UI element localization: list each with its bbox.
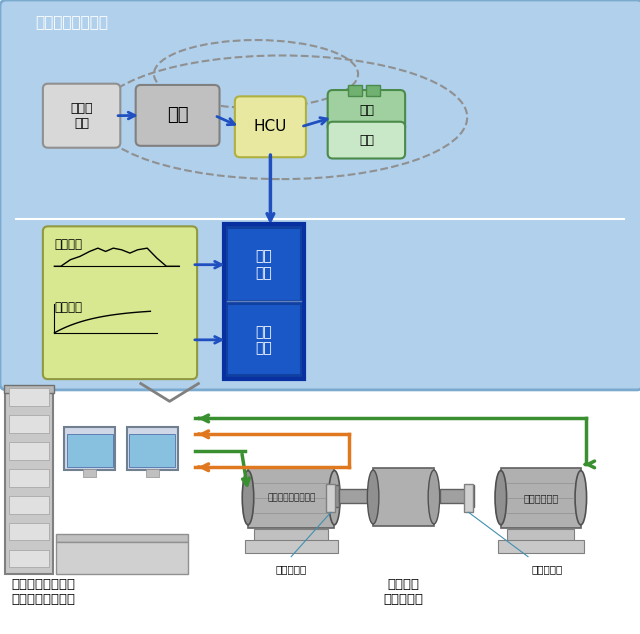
- Text: 电池: 电池: [359, 105, 374, 117]
- Ellipse shape: [575, 470, 586, 525]
- FancyBboxPatch shape: [235, 96, 306, 157]
- Text: 模型: 模型: [359, 134, 374, 146]
- Bar: [83, 469, 96, 477]
- Bar: [348, 85, 362, 96]
- FancyBboxPatch shape: [43, 84, 120, 148]
- Ellipse shape: [329, 470, 340, 525]
- Bar: [500, 468, 581, 527]
- FancyBboxPatch shape: [136, 85, 220, 146]
- Ellipse shape: [495, 470, 507, 525]
- Bar: [339, 489, 368, 503]
- Ellipse shape: [243, 470, 253, 525]
- Bar: [332, 485, 339, 507]
- Bar: [9, 496, 49, 514]
- Text: 发动机
模型: 发动机 模型: [70, 101, 93, 130]
- Bar: [507, 529, 575, 541]
- Bar: [56, 534, 188, 542]
- Bar: [227, 304, 301, 375]
- Text: 电机: 电机: [167, 107, 188, 124]
- Bar: [67, 434, 113, 467]
- Bar: [498, 540, 584, 553]
- Text: 行驶模式: 行驶模式: [54, 238, 83, 250]
- Bar: [366, 85, 380, 96]
- Bar: [5, 393, 53, 574]
- Text: HCU: HCU: [253, 119, 287, 134]
- Bar: [64, 427, 115, 470]
- Bar: [129, 434, 175, 467]
- Bar: [9, 550, 49, 567]
- Bar: [440, 489, 466, 503]
- Text: 扭矩传感器: 扭矩传感器: [276, 564, 307, 574]
- Text: 车辆
模型: 车辆 模型: [255, 250, 273, 280]
- FancyBboxPatch shape: [328, 90, 405, 132]
- FancyBboxPatch shape: [328, 122, 405, 158]
- Text: 扭矩传感器: 扭矩传感器: [531, 564, 563, 574]
- Bar: [227, 228, 301, 301]
- Bar: [9, 469, 49, 487]
- Bar: [255, 529, 328, 541]
- Bar: [326, 484, 335, 512]
- FancyBboxPatch shape: [43, 226, 197, 379]
- Text: 虚拟电动车辆模型: 虚拟电动车辆模型: [35, 15, 108, 30]
- Bar: [9, 415, 49, 432]
- Ellipse shape: [428, 470, 440, 524]
- Bar: [9, 442, 49, 460]
- Bar: [373, 468, 434, 526]
- Bar: [56, 542, 188, 574]
- Text: 驱动
模型: 驱动 模型: [255, 325, 273, 355]
- Text: 被测电机
与动力系统: 被测电机 与动力系统: [383, 578, 423, 606]
- Bar: [9, 388, 49, 406]
- Bar: [248, 468, 334, 527]
- Text: 低惯性（发电）电机: 低惯性（发电）电机: [267, 493, 316, 502]
- Bar: [4, 385, 54, 393]
- Bar: [464, 484, 473, 512]
- Bar: [127, 427, 178, 470]
- Text: （发电）电机: （发电）电机: [523, 493, 559, 503]
- Bar: [9, 522, 49, 540]
- Text: 车辆模拟仿真系统
操作测量控制装置: 车辆模拟仿真系统 操作测量控制装置: [12, 578, 76, 606]
- Bar: [146, 469, 159, 477]
- Bar: [245, 540, 338, 553]
- Ellipse shape: [367, 470, 379, 524]
- Bar: [224, 224, 304, 379]
- Text: 行驶阻力: 行驶阻力: [54, 301, 83, 314]
- FancyBboxPatch shape: [0, 0, 640, 390]
- Bar: [466, 485, 474, 507]
